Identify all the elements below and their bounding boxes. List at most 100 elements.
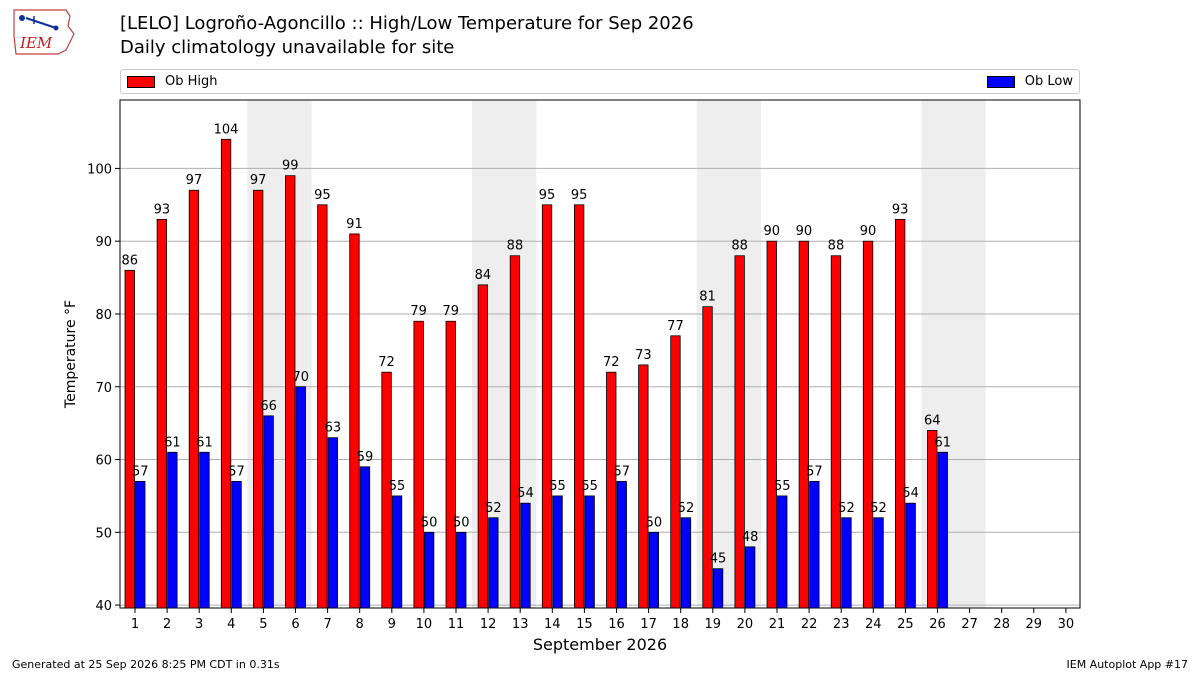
legend-swatch-low [986, 75, 1015, 88]
data-label-high: 72 [603, 355, 620, 370]
bar-low [680, 517, 692, 609]
x-tick-label: 21 [769, 617, 786, 632]
data-label-low: 63 [325, 421, 342, 436]
legend-swatch-high [127, 75, 155, 88]
data-label-high: 88 [828, 239, 845, 254]
y-tick-label: 50 [95, 526, 112, 541]
data-label-high: 99 [282, 159, 299, 174]
bar-high [606, 371, 617, 609]
bar-low [616, 480, 627, 609]
data-label-low: 50 [421, 515, 438, 530]
bar-low [391, 495, 403, 609]
bar-low [423, 531, 435, 609]
data-label-low: 48 [742, 530, 759, 545]
bars [124, 138, 948, 609]
y-tick-label: 60 [95, 454, 112, 469]
data-label-high: 90 [763, 224, 780, 239]
bar-high [188, 189, 200, 609]
bar-low [295, 386, 306, 609]
bar-low [456, 531, 467, 609]
x-tick-label: 26 [929, 617, 946, 632]
data-label-low: 57 [228, 464, 245, 479]
bar-low [841, 517, 852, 609]
bar-low [712, 568, 724, 609]
grid-lines [120, 167, 1080, 606]
data-label-high: 79 [410, 304, 427, 319]
x-tick-label: 3 [195, 617, 203, 632]
data-label-low: 54 [517, 486, 534, 501]
data-label-high: 104 [214, 122, 239, 137]
bar-low [648, 531, 659, 609]
bar-high [124, 269, 135, 609]
bar-high [156, 218, 168, 609]
data-label-low: 50 [453, 515, 470, 530]
bar-high [509, 255, 521, 609]
bar-low [873, 517, 884, 609]
data-label-high: 73 [635, 348, 652, 363]
bar-high [317, 204, 328, 609]
data-label-low: 59 [357, 450, 374, 465]
bar-low [488, 517, 499, 609]
x-tick-label: 19 [705, 617, 722, 632]
x-tick-label: 2 [163, 617, 171, 632]
bar-high [285, 175, 296, 609]
x-tick-label: 11 [448, 617, 465, 632]
bar-low [167, 451, 178, 609]
data-label-high: 84 [475, 268, 492, 283]
bar-high [766, 240, 777, 609]
data-label-low: 54 [902, 486, 919, 501]
x-axis: 1 2 3 4 5 6 7 8 9 10 11 12 13 14 15 16 17 18 19 20 21 22 23 24 2… [131, 608, 1074, 632]
svg-text:IEM: IEM [19, 34, 53, 52]
bar-low [359, 466, 371, 609]
bar-high [670, 335, 681, 609]
bar-low [937, 451, 948, 609]
footer-app: IEM Autoplot App #17 [1066, 658, 1189, 671]
bar-low [777, 495, 788, 609]
y-tick-label: 100 [87, 162, 112, 177]
bar-high [477, 284, 489, 609]
x-tick-label: 1 [131, 617, 139, 632]
bar-low [905, 502, 916, 609]
data-label-high: 79 [442, 304, 459, 319]
bar-high [862, 240, 874, 609]
data-label-low: 70 [292, 370, 309, 385]
x-tick-label: 10 [416, 617, 433, 632]
legend-item-high: Ob High [127, 74, 218, 89]
data-label-low: 57 [132, 464, 149, 479]
x-tick-label: 24 [865, 617, 882, 632]
y-axis: 40 50 60 70 80 90 100 [87, 162, 120, 614]
iem-logo: IEM [13, 9, 75, 55]
bar-low [809, 480, 820, 609]
legend: Ob High Ob Low [120, 69, 1080, 94]
y-tick-label: 80 [95, 308, 112, 323]
data-label-high: 97 [250, 173, 267, 188]
data-label-high: 88 [731, 239, 748, 254]
x-tick-label: 27 [961, 617, 978, 632]
bar-high [927, 430, 938, 609]
bar-low [135, 480, 146, 609]
x-tick-label: 12 [480, 617, 497, 632]
bar-low [263, 415, 274, 609]
x-tick-label: 4 [227, 617, 235, 632]
data-label-low: 52 [870, 501, 887, 516]
data-label-high: 90 [796, 224, 813, 239]
bar-high [830, 255, 842, 609]
bar-high [895, 218, 906, 609]
legend-label-low: Ob Low [1024, 74, 1073, 89]
data-labels: 86 93 97 104 97 99 95 91 72 79 79 84 88 95 95 72 73 77 81 8… [121, 122, 951, 566]
data-label-low: 61 [196, 435, 213, 450]
plot-frame [119, 99, 1081, 609]
data-label-low: 55 [774, 479, 791, 494]
x-tick-label: 6 [291, 617, 299, 632]
x-tick-label: 14 [544, 617, 561, 632]
bar-low [199, 451, 210, 609]
data-label-low: 50 [646, 515, 663, 530]
bar-high [349, 233, 360, 609]
x-tick-label: 15 [576, 617, 593, 632]
data-label-high: 93 [154, 202, 171, 217]
bar-high [638, 364, 649, 609]
bar-high [574, 204, 585, 609]
data-label-low: 55 [581, 479, 598, 494]
bar-high [413, 320, 424, 609]
data-label-low: 55 [389, 479, 406, 494]
